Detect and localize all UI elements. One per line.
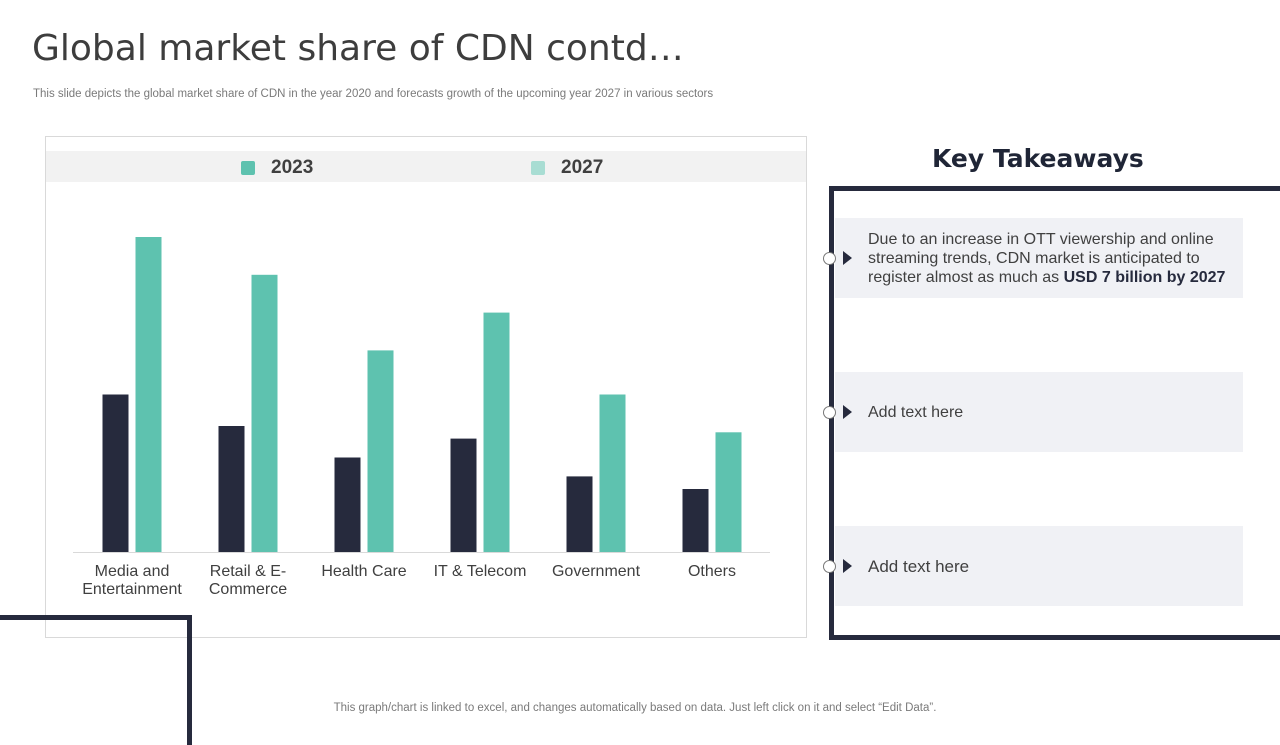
legend-label-2023: 2023 [271, 157, 314, 178]
takeaway-dot-1 [823, 252, 836, 265]
x-tick-label-2: Health Care [321, 563, 406, 580]
x-tick-label-4: Government [552, 563, 641, 580]
x-tick-label-3: IT & Telecom [434, 563, 527, 580]
takeaway-dot-3 [823, 560, 836, 573]
takeaway-arrow-icon-1 [843, 251, 852, 265]
bar-chart-plot: Media and Entertainment Retail & E-Commerc… [73, 237, 770, 598]
bar-2027-0[interactable] [135, 237, 162, 552]
x-tick-label-5: Others [688, 563, 736, 580]
chart-container[interactable]: 2023 2027 Media and Entertainment Retail &… [45, 136, 807, 638]
takeaway-text-2: Add text here [868, 403, 964, 421]
legend-item-2027: 2027 [531, 157, 603, 179]
bar-2023-4[interactable] [566, 476, 593, 552]
x-tick-label-0: Media and Entertainment [82, 563, 182, 598]
slide-title: Global market share of CDN contd… [32, 28, 684, 69]
bar-2023-1[interactable] [218, 426, 245, 552]
takeaway-arrow-icon-3 [843, 559, 852, 573]
legend-swatch-2023 [241, 161, 255, 175]
bar-2023-3[interactable] [450, 438, 477, 552]
x-tick-label-1: Retail & E-Commerce [209, 563, 287, 598]
legend-label-2027: 2027 [561, 157, 604, 178]
bar-2027-5[interactable] [715, 432, 742, 552]
takeaway-text-3: Add text here [868, 556, 970, 576]
key-takeaways-title: Key Takeaways [932, 144, 1144, 173]
bar-2023-5[interactable] [682, 489, 709, 552]
takeaway-card-3[interactable]: Add text here [835, 526, 1243, 606]
decorative-corner-frame [0, 615, 192, 745]
takeaway-text-1: Due to an increase in OTT viewership and… [868, 230, 1226, 286]
legend-swatch-2027 [531, 161, 545, 175]
chart-legend: 2023 2027 [46, 151, 806, 182]
footer-note: This graph/chart is linked to excel, and… [333, 702, 937, 714]
bar-2023-2[interactable] [334, 457, 361, 553]
bar-2023-0[interactable] [102, 394, 129, 553]
legend-item-2023: 2023 [241, 157, 313, 179]
bar-2027-4[interactable] [599, 394, 626, 553]
bar-2027-1[interactable] [251, 274, 278, 552]
bar-2027-3[interactable] [483, 312, 510, 552]
takeaway-card-2[interactable]: Add text here [835, 372, 1243, 452]
takeaway-arrow-icon-2 [843, 405, 852, 419]
bar-2027-2[interactable] [367, 350, 394, 552]
takeaway-dot-2 [823, 406, 836, 419]
slide-subtitle: This slide depicts the global market sha… [33, 88, 714, 100]
takeaway-card-1[interactable]: Due to an increase in OTT viewership and… [835, 218, 1243, 298]
